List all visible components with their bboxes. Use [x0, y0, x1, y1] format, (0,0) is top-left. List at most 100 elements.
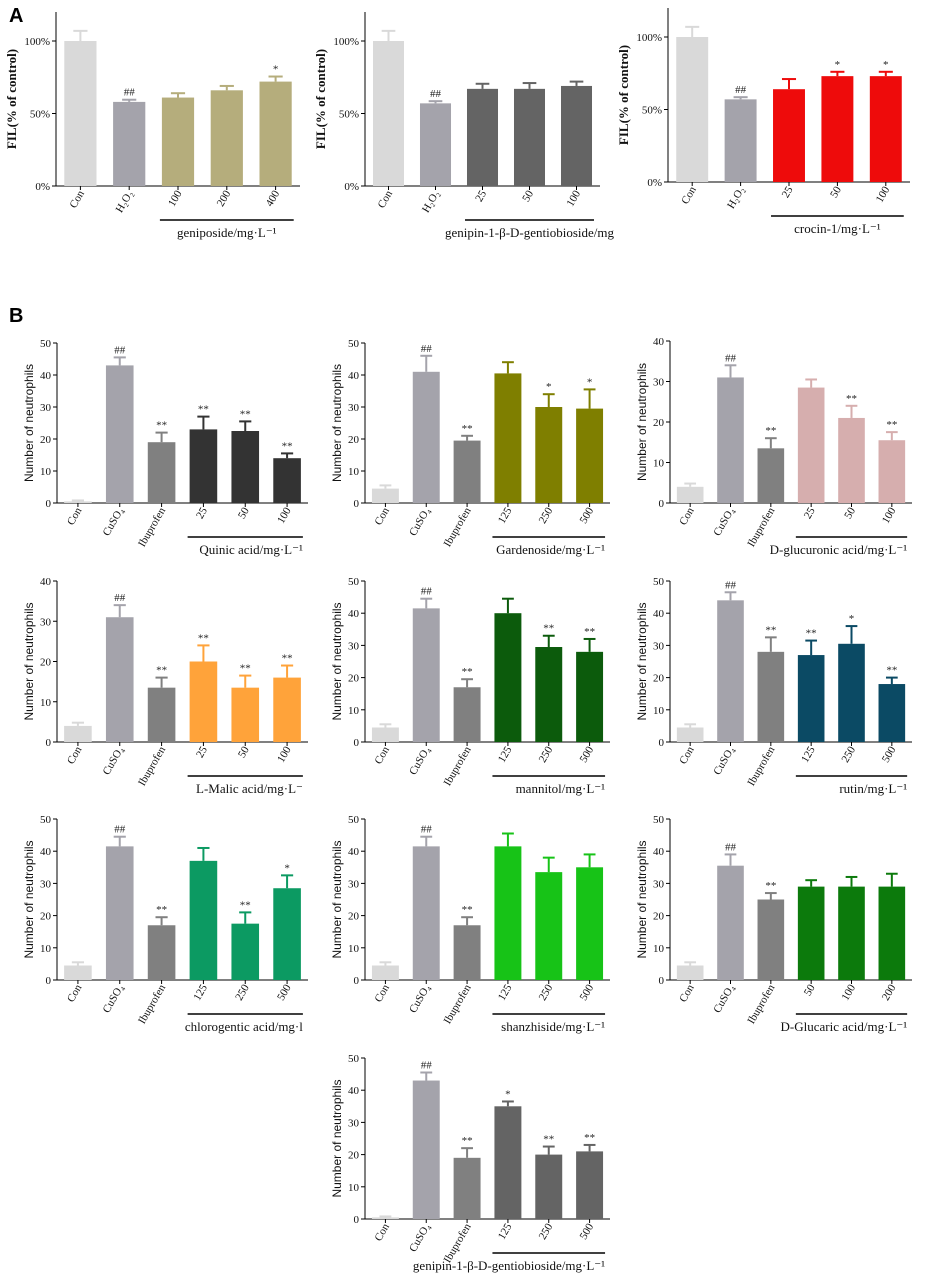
chart-b4: 0 10 20 30 40 Number of neutrophils Con ## CuSO₄… — [22, 576, 308, 796]
group-label: chlorogentic acid/mg·l — [185, 1019, 303, 1034]
y-axis-title: Number of neutrophils — [330, 364, 344, 482]
y-tick-label: 50% — [642, 105, 662, 117]
y-tick-label: 50 — [348, 338, 360, 350]
significance-mark: ** — [584, 626, 595, 638]
significance-mark: ** — [462, 423, 473, 435]
x-tick-label: 25 — [780, 184, 796, 200]
chart-b3: 0 10 20 30 40 Number of neutrophils Con ## CuSO₄… — [635, 336, 912, 557]
y-tick-label: 40 — [653, 336, 665, 348]
significance-mark: ** — [584, 1132, 595, 1144]
x-tick-label: H₂O₂ — [725, 184, 747, 211]
bar — [717, 377, 744, 503]
significance-mark: * — [849, 613, 855, 625]
significance-mark: * — [284, 862, 290, 874]
y-tick-label: 40 — [348, 846, 360, 858]
x-tick-label: 500 — [578, 1221, 597, 1242]
bar — [576, 867, 604, 980]
x-tick-label: Con — [372, 505, 392, 527]
bar — [724, 99, 757, 182]
y-tick-label: 20 — [653, 911, 665, 923]
y-tick-label: 20 — [348, 911, 360, 923]
x-tick-label: 500 — [880, 744, 899, 765]
x-tick-label: 100 — [275, 505, 294, 526]
bar — [878, 886, 906, 980]
x-tick-label: CuSO₄ — [101, 744, 127, 777]
bar — [147, 687, 176, 742]
significance-mark: ** — [765, 880, 776, 892]
charts-container: 0%50%100%FIL(% of control)Con##H₂O₂ 100 20… — [4, 8, 912, 1273]
bar — [372, 41, 405, 186]
y-tick-label: 50 — [348, 1053, 360, 1065]
x-tick-label: 125 — [496, 1221, 515, 1242]
x-tick-label: 500 — [578, 982, 597, 1003]
bar — [560, 85, 593, 186]
significance-mark: ** — [156, 665, 167, 677]
y-tick-label: 30 — [348, 1117, 360, 1129]
bar — [64, 725, 92, 742]
significance-mark: ** — [806, 628, 817, 640]
y-tick-label: 20 — [40, 911, 52, 923]
significance-mark: ## — [124, 87, 136, 99]
group-label: D-Glucaric acid/mg·L⁻¹ — [781, 1019, 908, 1034]
x-tick-label: CuSO₄ — [101, 982, 127, 1015]
x-tick-label: 25 — [473, 188, 489, 204]
y-tick-label: 50 — [348, 814, 360, 826]
y-axis-title: Number of neutrophils — [22, 840, 36, 958]
chart-b8: 0 10 20 30 40 50 Number of neutrophils Con ## CuS… — [330, 814, 610, 1034]
y-tick-label: 20 — [348, 434, 360, 446]
y-tick-label: 50 — [40, 338, 52, 350]
x-tick-label: CuSO₄ — [407, 982, 433, 1015]
x-tick-label: CuSO₄ — [407, 505, 433, 538]
y-tick-label: 40 — [348, 1085, 360, 1097]
y-tick-label: 30 — [348, 878, 360, 890]
y-tick-label: 100% — [24, 36, 50, 48]
significance-mark: ## — [421, 343, 433, 355]
bar — [797, 387, 825, 503]
y-axis-title: Number of neutrophils — [330, 1079, 344, 1197]
x-tick-label: CuSO₄ — [711, 982, 737, 1015]
bar — [535, 1154, 563, 1219]
bar — [273, 458, 301, 503]
x-tick-label: Con — [372, 744, 392, 766]
y-tick-label: 40 — [653, 846, 665, 858]
y-tick-label: 50 — [348, 576, 360, 588]
bar — [797, 655, 825, 742]
significance-mark: ** — [282, 653, 293, 665]
chart-b6: 0 10 20 30 40 50 Number of neutrophils Con ## CuS… — [635, 576, 912, 796]
y-axis-title: Number of neutrophils — [635, 840, 649, 958]
bar — [453, 440, 481, 503]
y-tick-label: 10 — [40, 943, 52, 955]
bar — [371, 488, 399, 503]
x-tick-label: 400 — [264, 188, 283, 209]
y-tick-label: 0% — [344, 181, 359, 193]
x-tick-label: Ibuprofen — [442, 505, 474, 549]
significance-mark: ** — [765, 425, 776, 437]
significance-mark: ## — [725, 352, 737, 364]
y-tick-label: 40 — [40, 370, 52, 382]
x-tick-label: Con — [376, 188, 396, 210]
y-tick-label: 100% — [636, 32, 662, 44]
x-tick-label: 50 — [828, 184, 844, 200]
y-tick-label: 0 — [354, 975, 360, 987]
y-tick-label: 40 — [653, 608, 665, 620]
significance-mark: ** — [462, 1135, 473, 1147]
bar — [757, 899, 785, 980]
bar — [273, 888, 301, 980]
bar — [494, 373, 522, 503]
y-tick-label: 10 — [653, 458, 665, 470]
bar — [273, 677, 301, 742]
y-axis-title: Number of neutrophils — [635, 363, 649, 481]
y-tick-label: 20 — [40, 434, 52, 446]
group-label: geniposide/mg·L⁻¹ — [177, 225, 277, 240]
y-tick-label: 30 — [653, 878, 665, 890]
significance-mark: * — [273, 64, 279, 76]
y-tick-label: 20 — [348, 1150, 360, 1162]
significance-mark: ## — [421, 586, 433, 598]
x-tick-label: CuSO₄ — [101, 505, 127, 538]
bar — [757, 651, 785, 742]
significance-mark: ** — [846, 393, 857, 405]
bar — [494, 613, 522, 742]
bar — [189, 860, 218, 980]
bar — [147, 442, 176, 503]
y-tick-label: 40 — [348, 370, 360, 382]
